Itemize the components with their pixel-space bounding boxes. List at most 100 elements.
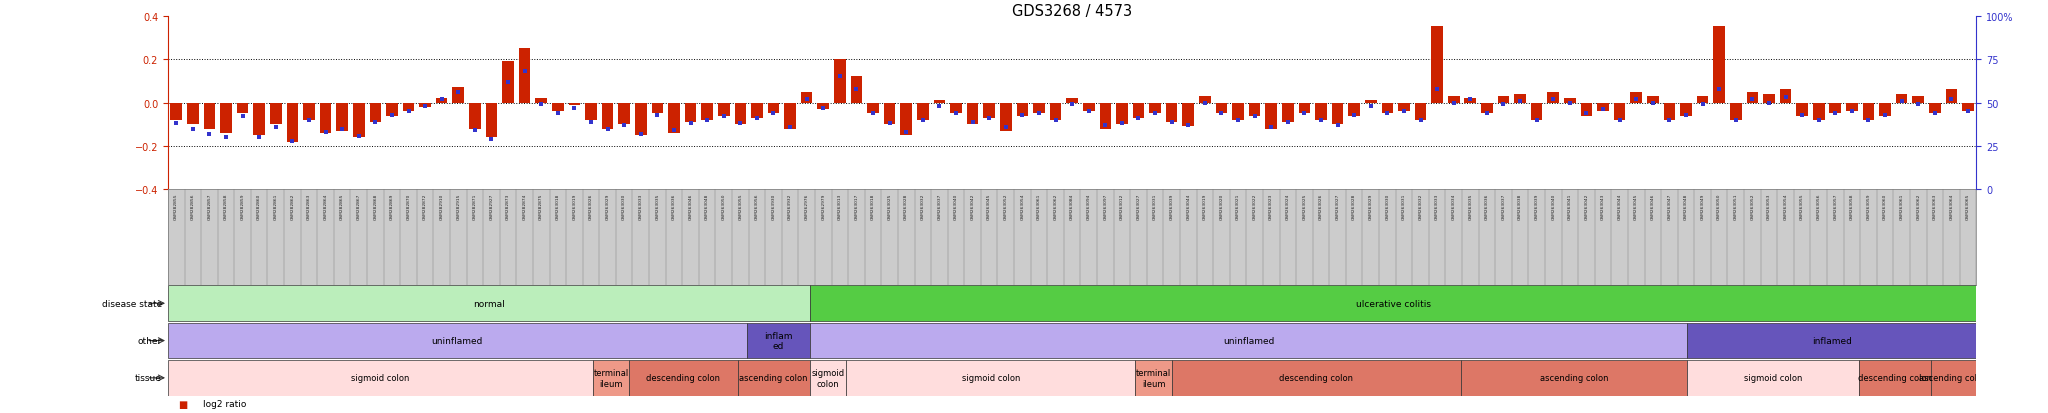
Point [608, 123, 641, 129]
Point [1288, 110, 1321, 117]
Point [1620, 97, 1653, 103]
Text: uninflamed: uninflamed [1223, 336, 1274, 345]
Text: GSM263022: GSM263022 [1253, 193, 1257, 219]
Point [1802, 117, 1835, 124]
Point [1188, 100, 1221, 107]
Bar [352, 103, 365, 138]
Text: GSM263056: GSM263056 [1817, 193, 1821, 219]
Point [1604, 117, 1636, 124]
Bar [1548, 93, 1559, 103]
Bar [1233, 103, 1243, 121]
Text: GSM263054: GSM263054 [1784, 193, 1788, 219]
Text: GSM263063: GSM263063 [1933, 193, 1937, 219]
Text: GSM282869: GSM282869 [389, 193, 393, 219]
Bar [1880, 103, 1890, 116]
Bar [1481, 103, 1493, 114]
Point [557, 105, 590, 112]
Text: GSM263031: GSM263031 [1153, 193, 1157, 219]
Bar [850, 77, 862, 103]
Text: GSM263040: GSM263040 [954, 193, 958, 219]
Text: GSM282856: GSM282856 [190, 193, 195, 219]
Text: GSM263056: GSM263056 [756, 193, 760, 219]
Bar [1165, 103, 1178, 123]
Bar [1679, 103, 1692, 116]
Point [442, 90, 475, 96]
Bar [1688, 323, 1976, 358]
Text: GSM263932: GSM263932 [788, 193, 793, 219]
Text: GSM263050: GSM263050 [1716, 193, 1720, 219]
Text: GSM282870: GSM282870 [406, 193, 410, 219]
Bar [168, 323, 748, 358]
Point [657, 128, 690, 134]
Point [1720, 117, 1753, 124]
Text: GSM263057: GSM263057 [1833, 193, 1837, 219]
Point [342, 133, 375, 140]
Bar [1083, 103, 1094, 112]
Point [1470, 110, 1503, 117]
Text: GSM263048: GSM263048 [705, 193, 709, 219]
Text: GSM263055: GSM263055 [739, 193, 741, 219]
Point [1536, 97, 1569, 103]
Bar [1812, 103, 1825, 121]
Text: GSM263018: GSM263018 [555, 193, 559, 219]
Text: GSM263036: GSM263036 [672, 193, 676, 219]
Text: GSM282874: GSM282874 [522, 193, 526, 219]
Bar [846, 360, 1135, 396]
Point [1155, 119, 1188, 126]
Bar [1051, 103, 1061, 121]
Text: GSM263012: GSM263012 [1120, 193, 1124, 219]
Text: GSM263033: GSM263033 [639, 193, 643, 219]
Point [1354, 103, 1386, 110]
Text: sigmoid colon: sigmoid colon [352, 373, 410, 382]
Text: GSM262976: GSM262976 [805, 193, 809, 219]
Bar [569, 103, 580, 105]
Text: GSM263064: GSM263064 [1950, 193, 1954, 219]
Bar [1663, 103, 1675, 121]
Bar [1864, 103, 1874, 121]
Bar [1182, 103, 1194, 127]
Text: GSM263042: GSM263042 [971, 193, 975, 219]
Text: terminal
ileum: terminal ileum [594, 368, 629, 387]
Text: GSM263045: GSM263045 [1634, 193, 1638, 219]
Point [391, 109, 424, 115]
Bar [918, 103, 928, 121]
Text: GSM263061: GSM263061 [1036, 193, 1040, 219]
Bar [453, 88, 465, 103]
Text: GSM263025: GSM263025 [1303, 193, 1307, 219]
Bar [618, 103, 631, 125]
Bar [748, 323, 809, 358]
Bar [1135, 360, 1171, 396]
Bar [1100, 103, 1112, 129]
Text: GSM263034: GSM263034 [1452, 193, 1456, 219]
Text: GSM263032: GSM263032 [922, 193, 926, 219]
Text: disease state: disease state [102, 299, 162, 308]
Text: sigmoid colon: sigmoid colon [963, 373, 1020, 382]
Text: GSM263042: GSM263042 [1585, 193, 1589, 219]
Bar [983, 103, 995, 119]
Point [1886, 98, 1919, 105]
Point [1389, 109, 1421, 115]
Point [823, 74, 856, 81]
Point [1171, 123, 1204, 129]
Bar [809, 323, 1688, 358]
Point [641, 112, 674, 119]
Text: GSM263028: GSM263028 [905, 193, 907, 219]
Point [973, 116, 1006, 122]
Bar [1565, 99, 1575, 103]
Bar [1067, 99, 1077, 103]
Text: GSM263059: GSM263059 [1866, 193, 1870, 219]
Text: GSM263035: GSM263035 [655, 193, 659, 219]
Bar [586, 103, 596, 121]
Text: GSM263046: GSM263046 [688, 193, 692, 219]
Point [625, 131, 657, 138]
Bar [602, 103, 614, 129]
Text: GSM282910: GSM282910 [440, 193, 444, 219]
Text: GSM282864: GSM282864 [324, 193, 328, 219]
Text: GSM263033: GSM263033 [1436, 193, 1440, 219]
Point [1769, 95, 1802, 101]
Text: GSM263026: GSM263026 [590, 193, 594, 219]
Bar [1460, 360, 1688, 396]
Bar [1860, 360, 1931, 396]
Bar [469, 103, 481, 129]
Text: GSM282855: GSM282855 [174, 193, 178, 219]
